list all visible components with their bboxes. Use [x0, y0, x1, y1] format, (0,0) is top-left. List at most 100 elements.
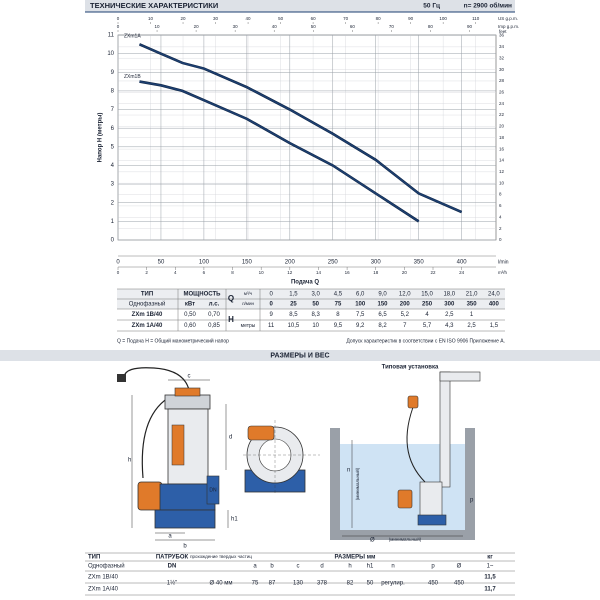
x4-tick-label: 60 — [350, 24, 356, 29]
x3-tick-label: 20 — [181, 16, 187, 21]
table-cell: 9 — [269, 312, 273, 318]
x-tick-label: 150 — [242, 260, 253, 266]
x2-tick-label: 14 — [316, 270, 322, 275]
x-tick-label: 300 — [371, 260, 382, 266]
section-title: РАЗМЕРЫ И ВЕС — [270, 352, 329, 359]
x2-tick-label: 6 — [203, 270, 206, 275]
table-cell: 450 — [454, 581, 465, 587]
x2-unit: m³/h — [498, 270, 507, 275]
table-cell: 100 — [355, 302, 366, 308]
y-tick-label: 10 — [107, 51, 114, 57]
x4-tick-label: 90 — [467, 24, 473, 29]
y2-tick-label: 22 — [499, 112, 505, 117]
table-cell: 10,5 — [288, 323, 300, 329]
table-cell: 9,2 — [356, 323, 365, 329]
y-tick-label: 5 — [111, 144, 115, 150]
x2-tick-label: 10 — [259, 270, 265, 275]
x-tick-label: 250 — [328, 260, 339, 266]
y-tick-label: 9 — [111, 70, 115, 76]
table-cell: 4,3 — [445, 323, 454, 329]
dim-label: a — [168, 534, 172, 540]
series-label: ZXm1A — [124, 34, 141, 40]
y-tick-label: 0 — [111, 238, 115, 244]
y2-tick-label: 14 — [499, 158, 505, 163]
y2-tick-label: 28 — [499, 78, 505, 83]
table-cell: 2,5 — [445, 312, 454, 318]
x3-tick-label: 30 — [213, 16, 219, 21]
table-cell: 0,50 — [184, 312, 196, 318]
x4-tick-label: 40 — [272, 24, 278, 29]
x2-tick-label: 22 — [430, 270, 436, 275]
y2-tick-label: 6 — [499, 203, 502, 208]
y-tick-label: 1 — [111, 219, 115, 225]
min-note: (минимальный) — [389, 536, 422, 542]
y2-tick-label: 24 — [499, 101, 505, 106]
x3-tick-label: 100 — [439, 16, 447, 21]
table-header: ТИП — [141, 292, 153, 298]
series-label: ZXm1B — [124, 74, 141, 80]
x3-tick-label: 60 — [311, 16, 317, 21]
x2-tick-label: 24 — [459, 270, 465, 275]
table-header: n — [391, 564, 394, 570]
table-cell: 82 — [347, 581, 354, 587]
table-cell: Однофазный — [129, 301, 166, 308]
table-cell: 9,0 — [378, 292, 387, 298]
y2-tick-label: 10 — [499, 180, 505, 185]
x2-tick-label: 16 — [345, 270, 351, 275]
x-axis-title: Подача Q — [291, 280, 319, 286]
installation-drawing — [330, 371, 481, 540]
table-cell: 3,0 — [312, 292, 321, 298]
y2-tick-label: 12 — [499, 169, 505, 174]
table-header: d — [320, 564, 323, 570]
table-cell: 0 — [269, 292, 273, 298]
table-cell: 0,85 — [208, 323, 220, 329]
table-header: РАЗМЕРЫ мм — [335, 555, 377, 561]
min-note: (минимальный) — [354, 467, 360, 500]
x-unit: l/min — [498, 259, 509, 265]
header-freq: 50 Гц — [423, 3, 440, 10]
x4-tick-label: 10 — [155, 24, 161, 29]
x4-unit: Imp g.p.m. — [498, 24, 519, 29]
y2-tick-label: 36 — [499, 33, 505, 38]
table-cell: 0,60 — [184, 323, 196, 329]
x-tick-label: 200 — [285, 260, 296, 266]
table-row-name: ZXm 1A/40 — [88, 587, 119, 593]
table-header: h — [348, 564, 351, 570]
dim-label: c — [188, 374, 191, 380]
table-cell: 87 — [269, 581, 276, 587]
table-cell: 12,0 — [399, 292, 411, 298]
x-tick-label: 50 — [158, 260, 165, 266]
header-speed: n= 2900 об/мин — [464, 2, 512, 10]
table-cell: DN — [168, 564, 177, 570]
table-header: Ø — [457, 564, 462, 570]
x4-tick-label: 50 — [311, 24, 317, 29]
table-unit: метры — [241, 323, 256, 329]
x-tick-label: 400 — [457, 260, 468, 266]
table-cell: 18,0 — [443, 292, 455, 298]
table-cell: 24,0 — [488, 292, 500, 298]
table-cell: 7 — [403, 323, 407, 329]
x3-tick-label: 0 — [117, 16, 120, 21]
table-cell: 300 — [444, 302, 455, 308]
x2-tick-label: 8 — [231, 270, 234, 275]
table-cell: 50 — [312, 302, 319, 308]
table-cell: 5,2 — [401, 312, 410, 318]
curve — [139, 43, 462, 213]
table-cell: 378 — [317, 581, 328, 587]
y-tick-label: 8 — [111, 88, 115, 94]
table-cell: 0 — [269, 302, 273, 308]
curve — [139, 80, 420, 223]
table-cell: 150 — [377, 302, 388, 308]
table-cell: 0,70 — [208, 312, 220, 318]
install-title: Типовая установка — [382, 365, 439, 371]
y2-tick-label: 32 — [499, 55, 505, 60]
table-cell: 250 — [422, 302, 433, 308]
section-bar — [0, 350, 600, 361]
table-cell: 75 — [252, 581, 259, 587]
x2-tick-label: 20 — [402, 270, 408, 275]
x-tick-label: 350 — [414, 260, 425, 266]
x2-tick-label: 18 — [373, 270, 379, 275]
x3-tick-label: 40 — [246, 16, 252, 21]
table-cell: 11,5 — [484, 575, 496, 581]
